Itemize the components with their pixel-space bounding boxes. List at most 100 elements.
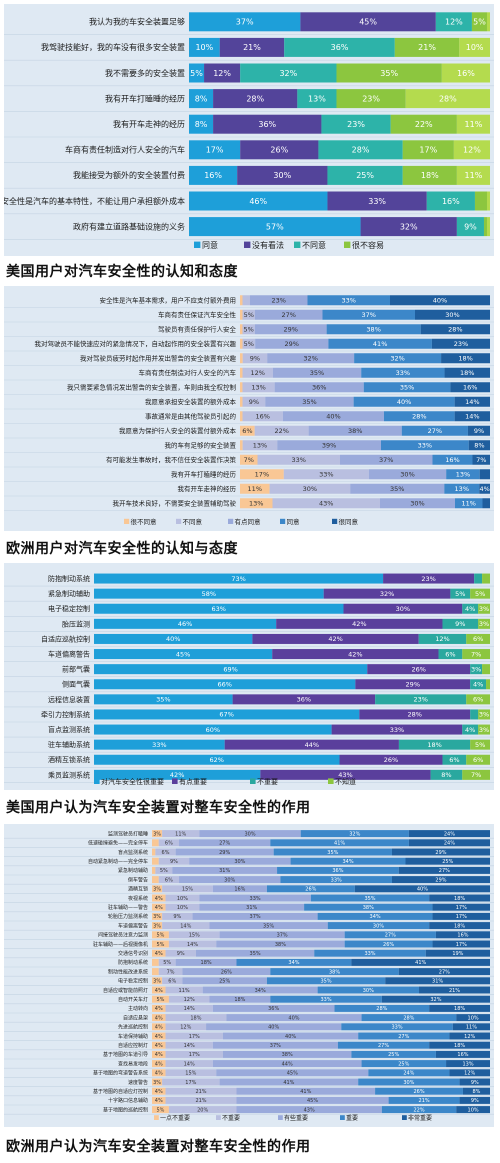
bar-segment xyxy=(199,894,311,902)
data-label: 17% xyxy=(419,146,437,155)
bar-segment xyxy=(339,754,443,765)
bar-segment xyxy=(158,839,180,847)
bar-segment xyxy=(240,483,270,494)
legend-swatch xyxy=(402,1115,407,1120)
bar-segment xyxy=(158,968,183,976)
data-label: 36% xyxy=(331,43,349,52)
category-label: 车商有责任保证汽车安全性 xyxy=(158,310,237,319)
data-label: 29% xyxy=(435,850,446,856)
data-label: 58% xyxy=(202,590,216,598)
bar-segment xyxy=(350,483,445,494)
bar-segment xyxy=(94,709,360,720)
data-label: 21% xyxy=(418,43,436,52)
data-label: 5% xyxy=(473,18,486,27)
legend-label: 很不同意 xyxy=(131,517,158,526)
bar-segment xyxy=(405,89,490,109)
category-label: 酒精互锁系统 xyxy=(48,755,90,764)
bar-segment xyxy=(478,618,490,629)
bar-segment xyxy=(327,165,403,185)
data-label: 24% xyxy=(403,1071,414,1077)
bar-segment xyxy=(343,603,463,614)
bar-segment xyxy=(152,1106,169,1114)
data-label: 4% xyxy=(155,1071,163,1077)
data-label: 36% xyxy=(312,384,326,392)
data-label: 8% xyxy=(195,94,208,103)
data-label: 28% xyxy=(408,711,422,719)
category-label: 自适应控制灯 xyxy=(118,1042,148,1049)
data-label: 15% xyxy=(182,887,193,893)
category-label: 防抱制动系统 xyxy=(48,574,90,583)
legend-swatch xyxy=(244,241,251,248)
bar-segment xyxy=(240,295,243,306)
bar-segment xyxy=(466,694,490,705)
data-label: 30% xyxy=(396,605,410,613)
data-label: 4% xyxy=(155,1061,163,1067)
data-label: 25% xyxy=(398,1061,409,1067)
bar-segment xyxy=(486,12,490,32)
bar-segment xyxy=(199,903,305,911)
data-label: 16% xyxy=(457,69,475,78)
data-label: 23% xyxy=(421,575,435,583)
bar-segment xyxy=(189,89,214,109)
data-label: 30% xyxy=(445,311,459,319)
data-label: 12% xyxy=(184,997,195,1003)
bar-segment xyxy=(340,454,433,465)
bar-segment xyxy=(152,885,163,893)
legend-label: 不重要 xyxy=(222,1114,240,1122)
data-label: 23% xyxy=(272,297,286,305)
bar-segment xyxy=(375,694,467,705)
bar-segment xyxy=(323,588,451,599)
bar-segment xyxy=(478,709,490,720)
data-label: 46% xyxy=(249,197,267,206)
bar-segment xyxy=(152,977,163,985)
data-label: 29% xyxy=(219,850,230,856)
bar-segment xyxy=(206,1023,342,1031)
bar-segment xyxy=(444,367,490,378)
bar-segment xyxy=(300,12,436,32)
bar-segment xyxy=(240,324,243,335)
data-label: 30% xyxy=(403,1080,414,1086)
bar-segment xyxy=(442,618,479,629)
data-label: 17% xyxy=(206,146,224,155)
bar-segment xyxy=(266,977,386,985)
bar-segment xyxy=(453,140,490,160)
bar-segment xyxy=(375,1087,463,1095)
category-label: 盲点监测系统 xyxy=(48,725,90,734)
data-label: 40% xyxy=(268,1025,279,1031)
category-label: 我对驾驶员不能快速应对的紧急情况下，自动起作用的安全装置有兴趣 xyxy=(35,339,237,348)
data-label: 14% xyxy=(180,923,191,929)
bar-segment xyxy=(240,469,284,480)
data-label: 8% xyxy=(473,1089,481,1095)
bar-segment xyxy=(273,848,392,856)
bar-segment xyxy=(344,931,436,939)
data-label: 6% xyxy=(168,979,176,985)
bar-segment xyxy=(152,1041,166,1049)
data-label: 33% xyxy=(152,741,166,749)
category-label: 驻车辅助——警告 xyxy=(108,904,148,911)
category-label: 政府有建立道路基础设施的义务 xyxy=(73,221,185,231)
category-label: 速度警告 xyxy=(128,1079,148,1086)
bar-segment xyxy=(240,440,243,451)
data-label: 41% xyxy=(283,1080,294,1086)
data-label: 21% xyxy=(419,1098,430,1104)
bar-segment xyxy=(152,866,156,874)
legend-label: 很不容易 xyxy=(352,240,384,250)
bar-segment xyxy=(390,114,457,134)
data-label: 73% xyxy=(231,575,245,583)
bar-segment xyxy=(257,454,340,465)
data-label: 29% xyxy=(435,877,446,883)
eu-attitude-chart: 安全性是汽车基本需求，用户不应支付额外费用 23% 33% 40% 车商有责任保证汽车安… xyxy=(4,295,494,526)
category-label: 紧急制动辅助 xyxy=(48,589,90,598)
data-label: 32% xyxy=(380,590,394,598)
data-label: 18% xyxy=(201,960,212,966)
data-label: 4% xyxy=(155,1015,163,1021)
data-label: 9% xyxy=(170,859,178,865)
bar-segment xyxy=(310,894,430,902)
data-label: 5% xyxy=(244,311,254,319)
data-label: 3% xyxy=(153,979,161,985)
bar-segment xyxy=(459,1078,490,1086)
data-label: 6% xyxy=(473,756,483,764)
bar-segment xyxy=(456,165,490,185)
data-label: 21% xyxy=(243,43,261,52)
data-label: 26% xyxy=(411,665,425,673)
